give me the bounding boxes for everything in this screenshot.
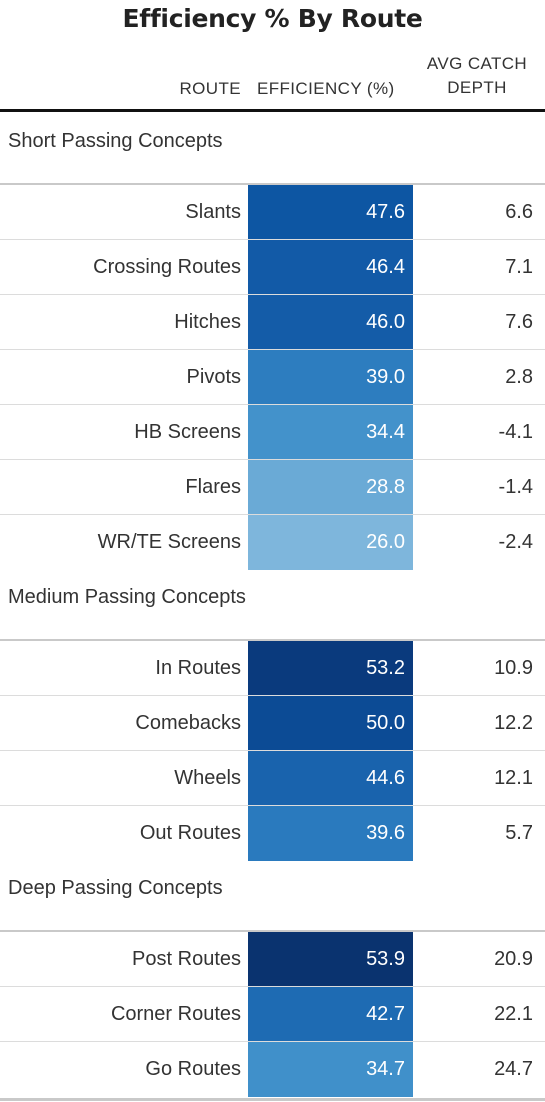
table-row: Go Routes 34.7 24.7 [0, 1042, 545, 1097]
group-divider [0, 639, 545, 641]
table-row: Hitches 46.0 7.6 [0, 295, 545, 350]
avg-catch-depth-value: 2.8 [505, 366, 533, 388]
table-row: Corner Routes 42.7 22.1 [0, 987, 545, 1042]
row-divider [0, 349, 545, 350]
table-row: WR/TE Screens 26.0 -2.4 [0, 515, 545, 570]
avg-catch-depth-value: 24.7 [494, 1058, 533, 1080]
avg-catch-depth-header-line2: DEPTH [447, 78, 507, 97]
efficiency-value-cell: 53.9 [248, 932, 413, 987]
table-row: Slants 47.6 6.6 [0, 185, 545, 240]
row-divider [0, 239, 545, 240]
avg-catch-depth-value: -4.1 [498, 421, 533, 443]
group-label: Deep Passing Concepts [8, 877, 223, 899]
efficiency-value-cell: 28.8 [248, 460, 413, 515]
efficiency-value-cell: 26.0 [248, 515, 413, 570]
route-label: Out Routes [139, 822, 241, 844]
row-divider [0, 404, 545, 405]
route-label: HB Screens [134, 421, 241, 443]
efficiency-value-cell: 34.4 [248, 405, 413, 460]
row-divider [0, 695, 545, 696]
avg-catch-depth-value: 7.6 [505, 311, 533, 333]
efficiency-value-cell: 47.6 [248, 185, 413, 240]
avg-catch-depth-value: -2.4 [498, 531, 533, 553]
table-bottom-border [0, 1098, 545, 1101]
route-label: Post Routes [132, 948, 241, 970]
table-row: Wheels 44.6 12.1 [0, 751, 545, 806]
table-row: Flares 28.8 -1.4 [0, 460, 545, 515]
chart-title: Efficiency % By Route [122, 4, 423, 33]
table-row: Comebacks 50.0 12.2 [0, 696, 545, 751]
avg-catch-depth-value: -1.4 [498, 476, 533, 498]
avg-catch-depth-value: 12.1 [494, 767, 533, 789]
avg-catch-depth-value: 5.7 [505, 822, 533, 844]
avg-catch-depth-value: 10.9 [494, 657, 533, 679]
efficiency-value-cell: 39.0 [248, 350, 413, 405]
row-divider [0, 1041, 545, 1042]
route-column-header: ROUTE [179, 79, 241, 98]
route-label: Flares [185, 476, 241, 498]
route-label: Comebacks [135, 712, 241, 734]
route-label: Crossing Routes [93, 256, 241, 278]
efficiency-value-cell: 46.4 [248, 240, 413, 295]
route-label: WR/TE Screens [97, 531, 241, 553]
avg-catch-depth-header-line1: AVG CATCH [426, 54, 528, 73]
efficiency-value-cell: 46.0 [248, 295, 413, 350]
efficiency-value-cell: 50.0 [248, 696, 413, 751]
table-row: Crossing Routes 46.4 7.1 [0, 240, 545, 295]
route-label: In Routes [155, 657, 241, 679]
header-divider [0, 109, 545, 112]
table-row: HB Screens 34.4 -4.1 [0, 405, 545, 460]
avg-catch-depth-value: 12.2 [494, 712, 533, 734]
group-label: Medium Passing Concepts [8, 586, 246, 608]
efficiency-value-cell: 53.2 [248, 641, 413, 696]
efficiency-value-cell: 44.6 [248, 751, 413, 806]
avg-catch-depth-column-header: AVG CATCH DEPTH [421, 52, 533, 100]
row-divider [0, 514, 545, 515]
row-divider [0, 986, 545, 987]
efficiency-value-cell: 42.7 [248, 987, 413, 1042]
route-label: Go Routes [145, 1058, 241, 1080]
route-label: Slants [185, 201, 241, 223]
table-row: Post Routes 53.9 20.9 [0, 932, 545, 987]
row-divider [0, 750, 545, 751]
route-label: Corner Routes [110, 1003, 241, 1025]
row-divider [0, 294, 545, 295]
group-label: Short Passing Concepts [8, 130, 223, 152]
group-divider [0, 930, 545, 932]
table-row: In Routes 53.2 10.9 [0, 641, 545, 696]
row-divider [0, 459, 545, 460]
avg-catch-depth-value: 20.9 [494, 948, 533, 970]
group-divider [0, 183, 545, 185]
efficiency-value-cell: 34.7 [248, 1042, 413, 1097]
avg-catch-depth-value: 22.1 [494, 1003, 533, 1025]
efficiency-value-cell: 39.6 [248, 806, 413, 861]
row-divider [0, 805, 545, 806]
route-label: Hitches [174, 311, 241, 333]
avg-catch-depth-value: 6.6 [505, 201, 533, 223]
table-row: Out Routes 39.6 5.7 [0, 806, 545, 861]
efficiency-column-header: EFFICIENCY (%) [257, 79, 395, 98]
table-row: Pivots 39.0 2.8 [0, 350, 545, 405]
route-label: Wheels [174, 767, 241, 789]
route-label: Pivots [186, 366, 241, 388]
avg-catch-depth-value: 7.1 [505, 256, 533, 278]
